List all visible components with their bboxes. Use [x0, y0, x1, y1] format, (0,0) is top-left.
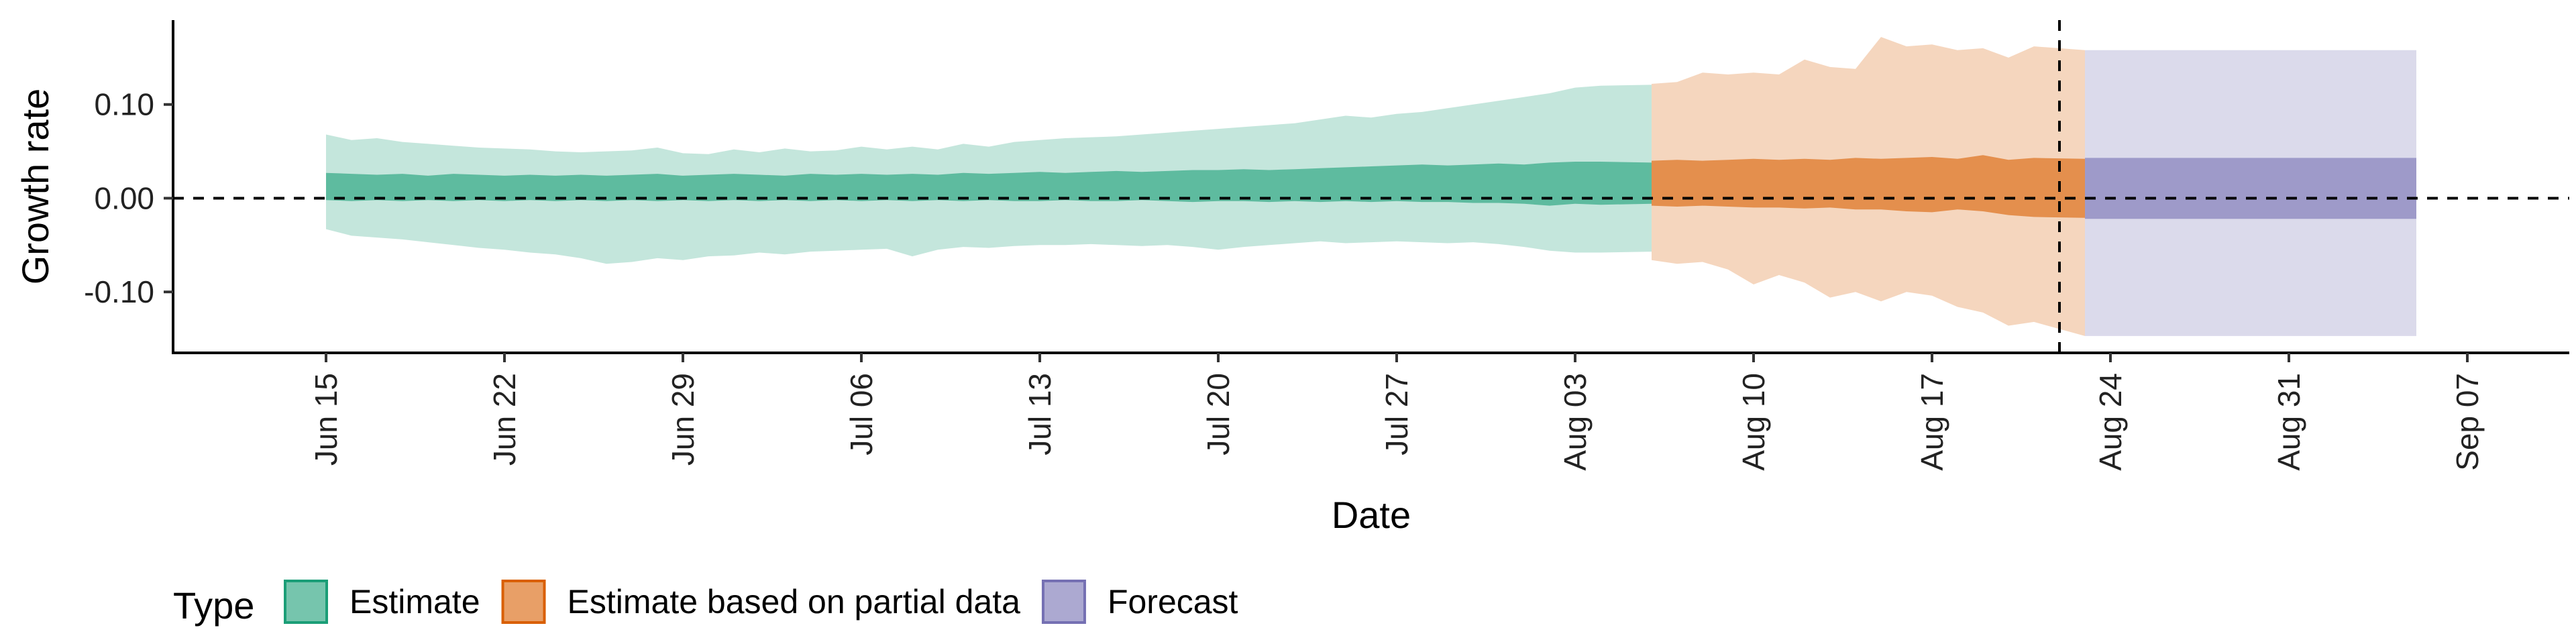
y-axis-title: Growth rate: [14, 89, 56, 285]
x-axis-title: Date: [1332, 494, 1411, 536]
forecast-inner-band: [2085, 158, 2416, 219]
x-tick-label: Jul 20: [1201, 373, 1236, 455]
legend-label-estimate: Estimate: [350, 583, 480, 621]
legend-key-estimate-based-on-partial-data: [501, 580, 546, 624]
legend: Type Estimate Estimate based on partial d…: [173, 580, 1238, 627]
y-tick-label: 0.00: [94, 180, 154, 215]
estimate-inner-band: [326, 162, 1652, 206]
x-tick-label: Jun 22: [487, 373, 522, 466]
reference-lines: [173, 20, 2569, 353]
uncertainty-bands: [326, 37, 2416, 336]
legend-key-forecast: [1041, 580, 1086, 624]
y-tick-label: -0.10: [84, 274, 154, 309]
x-tick-label: Aug 03: [1558, 373, 1593, 471]
y-tick-label: 0.10: [94, 87, 154, 122]
y-ticks: 0.10 0.00 -0.10: [84, 87, 173, 309]
x-tick-label: Jul 27: [1379, 373, 1414, 455]
estimate-based-on-partial-data-inner-band: [1652, 155, 2085, 218]
x-tick-label: Aug 10: [1736, 373, 1771, 471]
x-tick-label: Jul 13: [1022, 373, 1057, 455]
x-tick-label: Aug 24: [2093, 373, 2128, 471]
x-tick-label: Aug 31: [2271, 373, 2306, 471]
legend-key-estimate: [284, 580, 328, 624]
legend-title: Type: [173, 584, 254, 627]
legend-label-forecast: Forecast: [1108, 583, 1238, 621]
x-tick-label: Jun 15: [309, 373, 343, 466]
legend-label-estimate-based-on-partial-data: Estimate based on partial data: [568, 583, 1021, 621]
axes: [172, 20, 2569, 354]
x-tick-label: Jun 29: [665, 373, 700, 466]
x-tick-label: Aug 17: [1915, 373, 1949, 471]
x-ticks: Jun 15 Jun 22 Jun 29 Jul 06 Jul 13 Jul 20 Jul …: [309, 353, 2485, 471]
x-tick-label: Jul 06: [844, 373, 879, 455]
x-tick-label: Sep 07: [2450, 373, 2485, 471]
